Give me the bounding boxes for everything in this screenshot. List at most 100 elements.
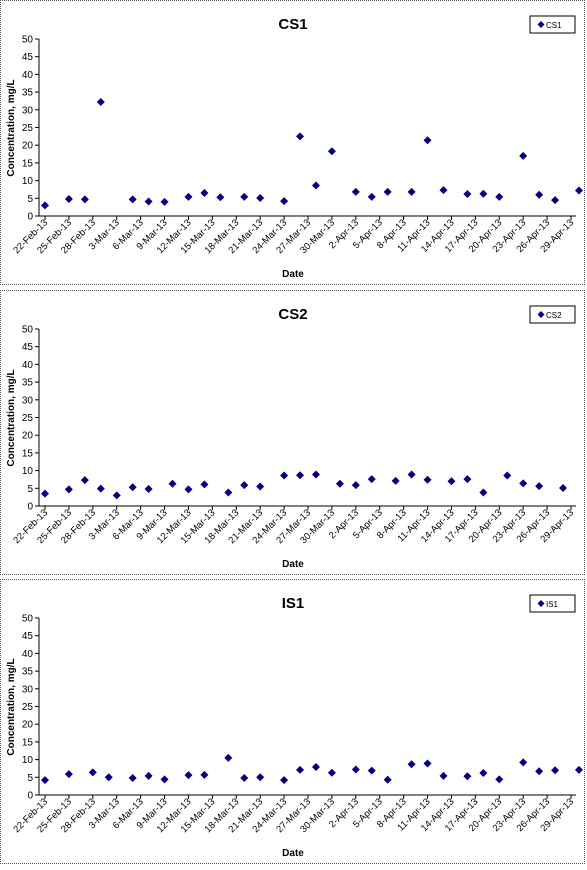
data-point xyxy=(41,776,49,785)
y-tick-label: 10 xyxy=(22,176,34,187)
data-point xyxy=(224,488,233,497)
data-point xyxy=(296,132,305,141)
data-point xyxy=(503,471,512,480)
data-point xyxy=(407,470,416,479)
y-tick-label: 15 xyxy=(22,448,34,459)
y-tick-label: 5 xyxy=(27,773,33,784)
data-point xyxy=(519,758,528,767)
legend-label: CS2 xyxy=(546,311,562,320)
data-point xyxy=(128,483,137,492)
data-point xyxy=(463,190,472,199)
y-tick-label: 15 xyxy=(22,737,34,748)
data-point xyxy=(535,767,544,776)
y-tick-label: 50 xyxy=(22,614,34,625)
legend-marker xyxy=(537,311,545,318)
y-tick-label: 35 xyxy=(22,667,34,678)
data-point xyxy=(88,768,97,777)
y-tick-label: 20 xyxy=(22,431,34,442)
data-point xyxy=(463,772,472,781)
data-point xyxy=(519,479,528,488)
data-point xyxy=(574,765,583,774)
data-point xyxy=(367,475,376,484)
data-point xyxy=(439,186,448,195)
y-tick-label: 25 xyxy=(22,413,34,424)
y-tick-label: 50 xyxy=(22,35,34,46)
y-tick-label: 0 xyxy=(27,502,33,513)
legend: CS2 xyxy=(529,305,576,324)
data-point xyxy=(351,187,360,196)
data-point xyxy=(112,491,121,500)
data-point xyxy=(574,186,583,195)
legend: IS1 xyxy=(529,594,576,613)
y-tick-label: 30 xyxy=(22,684,34,695)
data-point xyxy=(479,189,488,198)
data-point xyxy=(256,773,265,782)
data-point xyxy=(535,482,544,491)
data-point xyxy=(160,197,169,206)
y-tick-label: 25 xyxy=(22,702,34,713)
data-point xyxy=(535,190,544,199)
data-point xyxy=(479,488,488,497)
data-point xyxy=(351,765,360,774)
data-point xyxy=(168,479,177,488)
data-point xyxy=(96,484,105,493)
y-tick-label: 30 xyxy=(22,395,34,406)
data-point xyxy=(463,475,472,484)
chart-title: CS1 xyxy=(278,16,307,33)
data-point xyxy=(383,187,392,196)
y-tick-label: 0 xyxy=(27,791,33,802)
y-tick-label: 5 xyxy=(27,194,33,205)
y-tick-label: 10 xyxy=(22,755,34,766)
data-point xyxy=(280,471,289,480)
data-point xyxy=(551,766,560,775)
data-point xyxy=(64,770,73,779)
data-point xyxy=(160,775,169,784)
legend-label: IS1 xyxy=(546,600,559,609)
x-axis-label: Date xyxy=(282,848,304,859)
data-point xyxy=(144,771,153,780)
data-point xyxy=(495,192,504,201)
y-tick-label: 40 xyxy=(22,649,34,660)
y-tick-label: 40 xyxy=(22,70,34,81)
data-point xyxy=(551,196,560,205)
data-point xyxy=(80,195,89,204)
data-point xyxy=(80,476,89,485)
chart-cs1-svg: CS10510152025303540455022-Feb-1325-Feb-1… xyxy=(6,15,583,280)
y-tick-label: 35 xyxy=(22,378,34,389)
y-tick-label: 45 xyxy=(22,52,34,63)
data-point xyxy=(447,477,456,486)
chart-title: CS2 xyxy=(278,306,307,323)
data-point xyxy=(240,774,249,783)
data-point xyxy=(407,760,416,769)
data-point xyxy=(407,187,416,196)
data-point xyxy=(41,201,49,210)
data-point xyxy=(128,774,137,783)
chart-is1-svg: IS10510152025303540455022-Feb-1325-Feb-1… xyxy=(6,594,583,859)
y-axis-label: Concentration, mg/L xyxy=(6,369,17,466)
data-point xyxy=(423,475,432,484)
y-tick-label: 45 xyxy=(22,631,34,642)
y-tick-label: 50 xyxy=(22,325,34,336)
chart-panel-cs2: CS2 0 5 10 15 20 25 30 35 40 45 50 22-Feb-13 25-Feb-1… xyxy=(0,290,585,575)
y-tick-label: 0 xyxy=(27,212,33,223)
data-point xyxy=(104,773,113,782)
data-point xyxy=(423,136,432,145)
data-point xyxy=(200,770,209,779)
data-point xyxy=(216,193,225,202)
y-tick-label: 5 xyxy=(27,484,33,495)
legend-marker xyxy=(537,600,545,607)
data-point xyxy=(423,759,432,768)
data-point xyxy=(439,771,448,780)
y-tick-label: 20 xyxy=(22,720,34,731)
data-point xyxy=(200,188,209,197)
legend: CS1 xyxy=(529,15,576,34)
y-tick-label: 45 xyxy=(22,342,34,353)
data-point xyxy=(495,775,504,784)
data-point xyxy=(311,181,320,190)
y-axis-label: Concentration, mg/L xyxy=(6,79,17,176)
data-point xyxy=(184,771,193,780)
data-point xyxy=(367,766,376,775)
data-point xyxy=(200,480,209,489)
data-point xyxy=(280,197,289,206)
x-axis-label: Date xyxy=(282,559,304,570)
